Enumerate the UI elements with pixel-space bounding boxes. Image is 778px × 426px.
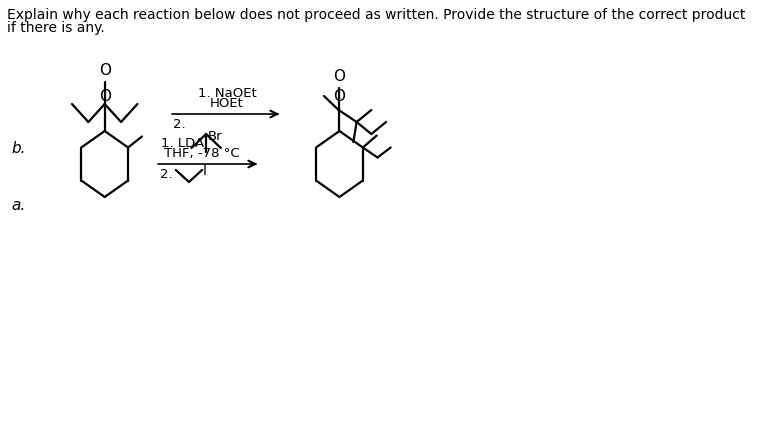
Text: b.: b. <box>12 141 26 156</box>
Text: O: O <box>99 63 110 78</box>
Text: 2.: 2. <box>159 168 172 181</box>
Text: 1. LDA: 1. LDA <box>161 137 205 150</box>
Text: O: O <box>99 89 110 104</box>
Text: 1. NaOEt: 1. NaOEt <box>198 87 257 100</box>
Text: Explain why each reaction below does not proceed as written. Provide the structu: Explain why each reaction below does not… <box>6 8 745 22</box>
Text: Br: Br <box>208 130 223 143</box>
Text: O: O <box>333 69 345 84</box>
Text: O: O <box>334 89 345 104</box>
Text: a.: a. <box>12 198 26 213</box>
Text: if there is any.: if there is any. <box>6 21 104 35</box>
Text: 2.: 2. <box>173 118 186 131</box>
Text: HOEt: HOEt <box>210 97 244 110</box>
Text: I: I <box>203 164 207 178</box>
Text: THF, -78 °C: THF, -78 °C <box>164 147 240 160</box>
